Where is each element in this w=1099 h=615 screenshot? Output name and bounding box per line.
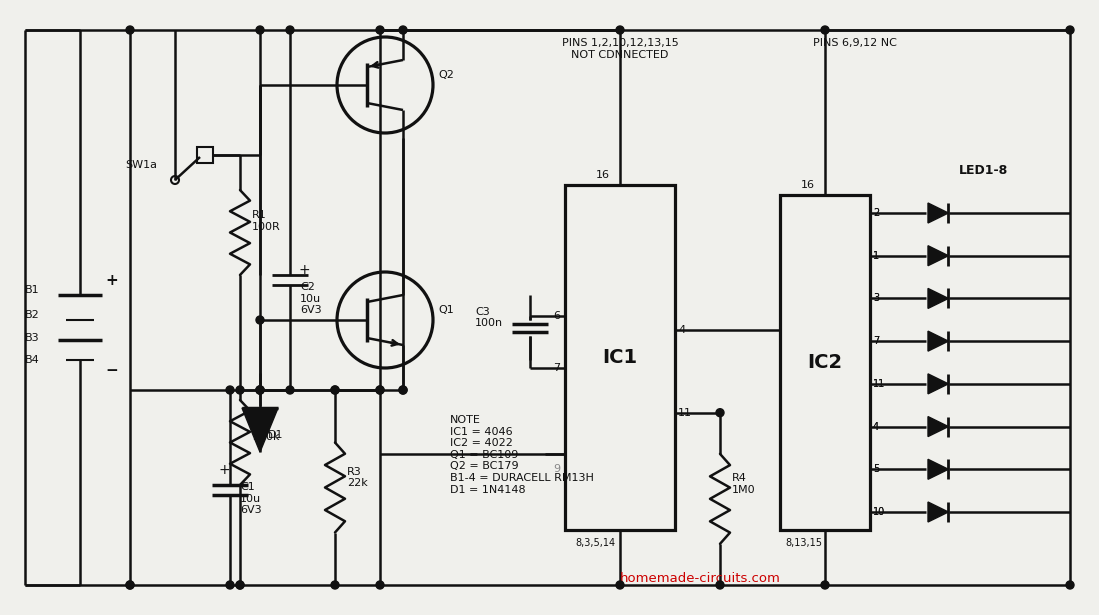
Text: homemade-circuits.com: homemade-circuits.com: [620, 572, 780, 585]
Text: B2: B2: [25, 310, 40, 320]
Text: 10: 10: [873, 507, 886, 517]
Circle shape: [226, 386, 234, 394]
Circle shape: [256, 386, 264, 394]
Polygon shape: [928, 459, 948, 479]
Polygon shape: [928, 288, 948, 309]
Circle shape: [376, 581, 384, 589]
Text: Q2: Q2: [439, 70, 454, 80]
Text: 1: 1: [873, 251, 879, 261]
Circle shape: [286, 386, 295, 394]
Bar: [780, 195, 870, 530]
Bar: [565, 185, 675, 530]
Text: SW1a: SW1a: [125, 160, 157, 170]
Circle shape: [399, 386, 407, 394]
Circle shape: [331, 581, 338, 589]
Text: 2: 2: [873, 208, 879, 218]
Text: Q1: Q1: [439, 305, 454, 315]
Text: B1: B1: [25, 285, 40, 295]
Circle shape: [1066, 581, 1074, 589]
Text: R3
22k: R3 22k: [347, 467, 368, 488]
Text: +: +: [106, 272, 118, 287]
Text: 4: 4: [873, 421, 879, 432]
Text: +: +: [218, 463, 230, 477]
Circle shape: [331, 386, 338, 394]
Text: 11: 11: [678, 408, 692, 418]
Circle shape: [399, 26, 407, 34]
Text: B4: B4: [25, 355, 40, 365]
Text: R2
330k: R2 330k: [252, 420, 279, 442]
Text: 4: 4: [873, 421, 879, 432]
Polygon shape: [242, 408, 278, 452]
Text: D1: D1: [268, 430, 284, 440]
Text: R1
100R: R1 100R: [252, 210, 280, 232]
Text: IC1: IC1: [602, 348, 637, 367]
Text: NOTE
IC1 = 4046
IC2 = 4022
Q1 = BC109
Q2 = BC179
B1-4 = DURACELL RM13H
D1 = 1N41: NOTE IC1 = 4046 IC2 = 4022 Q1 = BC109 Q2…: [449, 415, 593, 494]
Text: −: −: [106, 362, 118, 378]
Polygon shape: [928, 416, 948, 437]
Text: 5: 5: [873, 464, 879, 474]
Text: +: +: [298, 263, 310, 277]
Text: PINS 1,2,10,12,13,15
NOT CDNNECTED: PINS 1,2,10,12,13,15 NOT CDNNECTED: [562, 38, 678, 60]
Circle shape: [256, 316, 264, 324]
Circle shape: [256, 386, 264, 394]
Text: 6: 6: [553, 311, 560, 321]
Circle shape: [1066, 26, 1074, 34]
Circle shape: [376, 386, 384, 394]
Text: R4
1M0: R4 1M0: [732, 473, 756, 494]
Text: 11: 11: [873, 379, 886, 389]
Text: C1
10u
6V3: C1 10u 6V3: [240, 482, 262, 515]
Text: 8,13,15: 8,13,15: [785, 538, 822, 548]
Circle shape: [286, 26, 295, 34]
Polygon shape: [928, 246, 948, 266]
Text: C2
10u
6V3: C2 10u 6V3: [300, 282, 322, 315]
Text: 7: 7: [553, 363, 560, 373]
Text: 9: 9: [553, 464, 560, 474]
Text: IC2: IC2: [808, 353, 843, 372]
Circle shape: [617, 26, 624, 34]
Text: 2: 2: [873, 208, 879, 218]
Text: PINS 6,9,12 NC: PINS 6,9,12 NC: [813, 38, 897, 48]
Circle shape: [236, 581, 244, 589]
Text: 8,3,5,14: 8,3,5,14: [575, 538, 615, 548]
Text: 16: 16: [596, 170, 610, 180]
Circle shape: [399, 386, 407, 394]
Circle shape: [821, 581, 829, 589]
Text: 7: 7: [873, 336, 879, 346]
Circle shape: [331, 386, 338, 394]
Circle shape: [236, 386, 244, 394]
Text: 11: 11: [873, 379, 886, 389]
Text: 10: 10: [873, 507, 886, 517]
Text: 4: 4: [678, 325, 685, 335]
Polygon shape: [928, 203, 948, 223]
Circle shape: [717, 409, 724, 417]
Circle shape: [226, 581, 234, 589]
Circle shape: [376, 26, 384, 34]
Text: 1: 1: [873, 251, 879, 261]
Circle shape: [256, 386, 264, 394]
Circle shape: [376, 386, 384, 394]
Circle shape: [126, 581, 134, 589]
Polygon shape: [928, 374, 948, 394]
Circle shape: [126, 26, 134, 34]
Text: 16: 16: [801, 180, 815, 190]
Polygon shape: [928, 502, 948, 522]
Bar: [197, 147, 213, 163]
Circle shape: [256, 26, 264, 34]
Circle shape: [617, 581, 624, 589]
Circle shape: [821, 26, 829, 34]
Text: LED1-8: LED1-8: [958, 164, 1008, 177]
Circle shape: [126, 581, 134, 589]
Text: 3: 3: [873, 293, 879, 303]
Circle shape: [236, 581, 244, 589]
Text: 3: 3: [873, 293, 879, 303]
Text: C3
100n: C3 100n: [475, 307, 503, 328]
Polygon shape: [928, 331, 948, 351]
Text: B3: B3: [25, 333, 40, 343]
Text: 5: 5: [873, 464, 879, 474]
Text: 7: 7: [873, 336, 879, 346]
Circle shape: [717, 581, 724, 589]
